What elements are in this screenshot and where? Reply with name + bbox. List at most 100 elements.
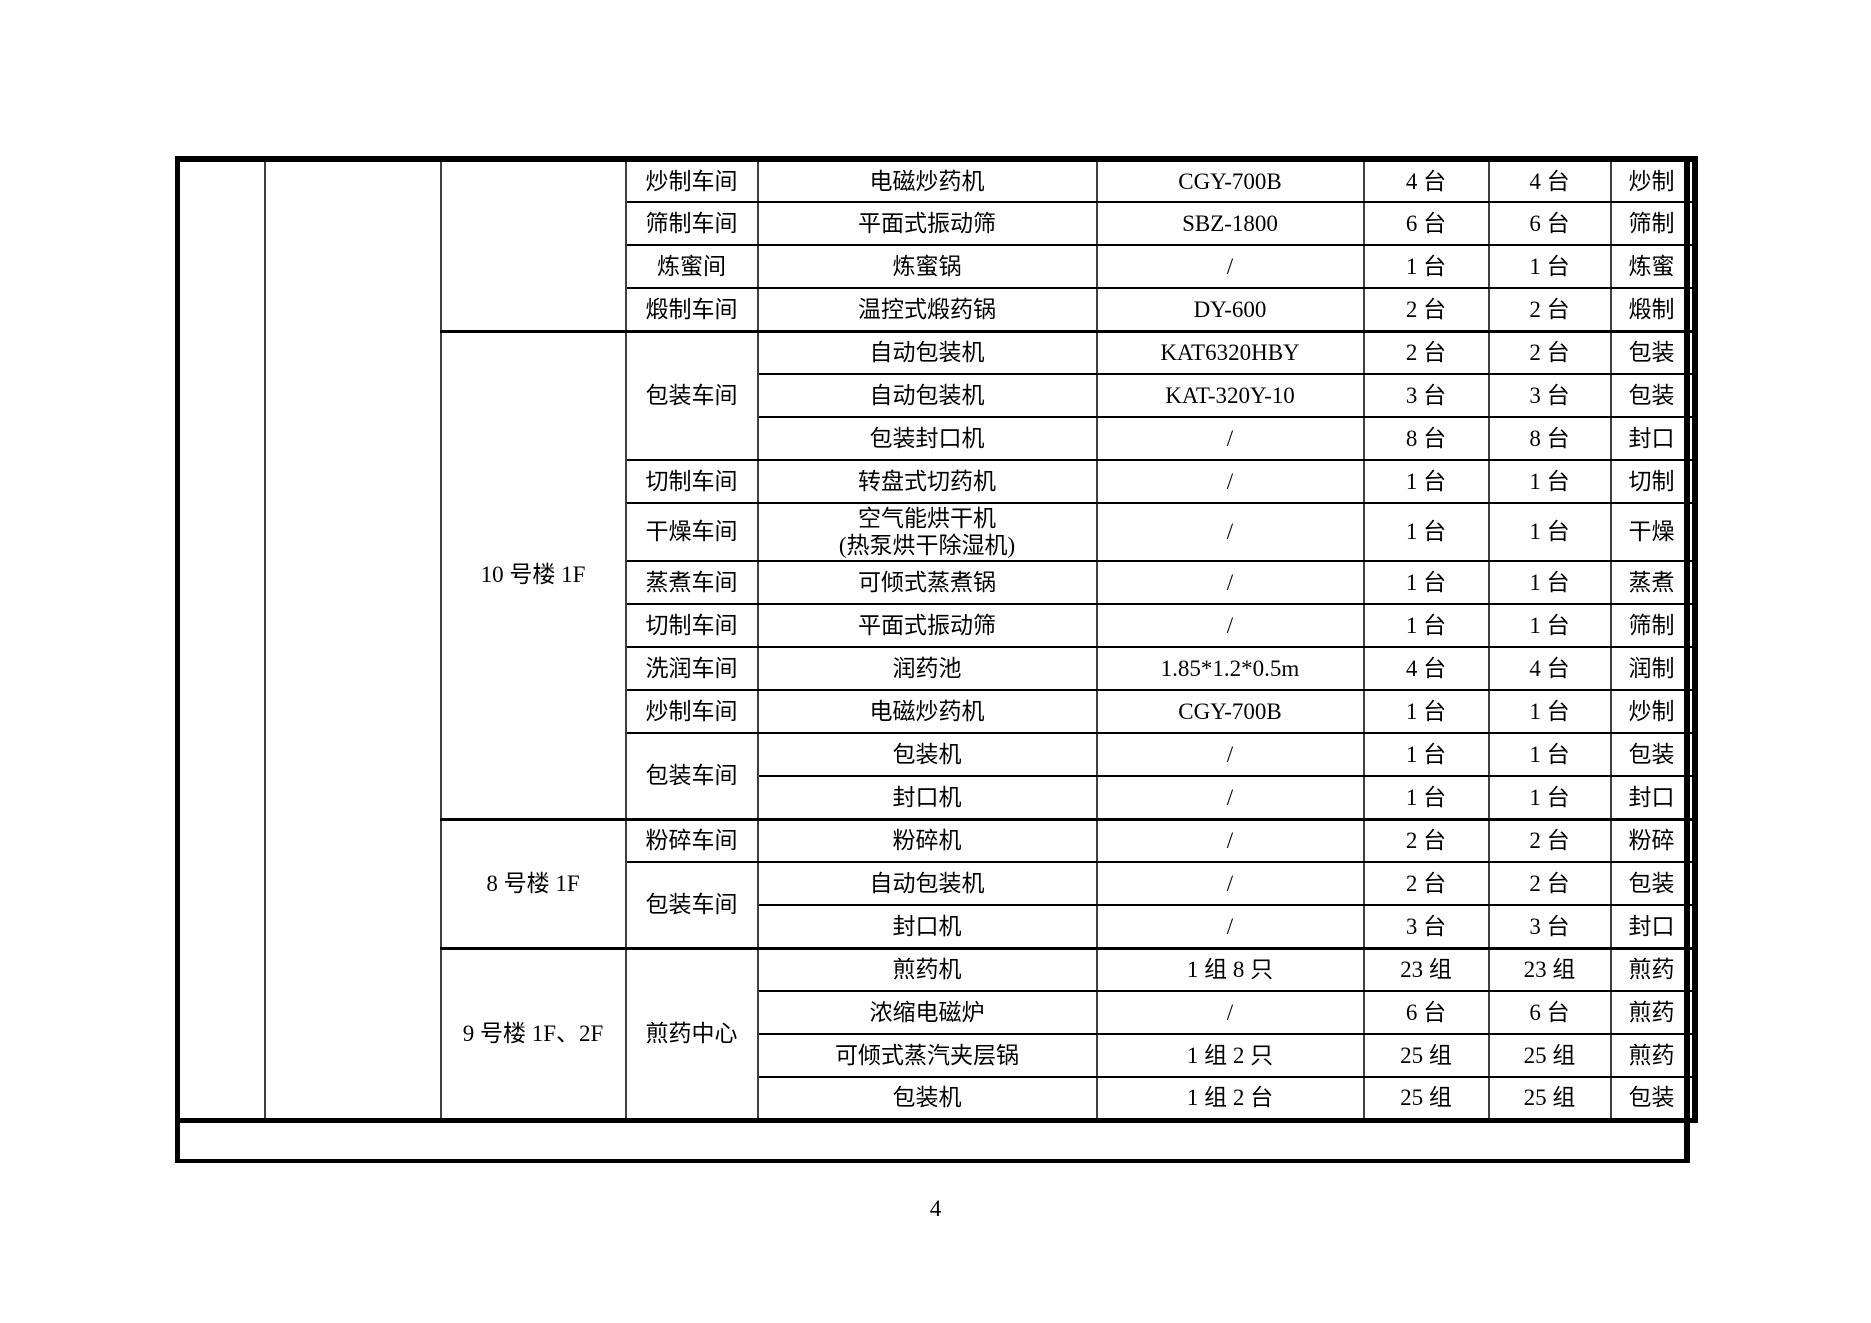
building-cell: 10 号楼 1F xyxy=(439,329,627,820)
building-cell: 8 号楼 1F xyxy=(439,817,627,949)
installed-qty-cell: 1 台 xyxy=(1362,775,1490,820)
process-cell: 包装 xyxy=(1609,373,1696,418)
equipment-cell: 润药池 xyxy=(756,646,1098,691)
operating-qty-cell: 8 台 xyxy=(1487,416,1612,461)
equipment-cell: 自动包装机 xyxy=(756,373,1098,418)
equipment-cell: 平面式振动筛 xyxy=(756,603,1098,648)
model-cell: CGY-700B xyxy=(1095,689,1365,734)
operating-qty-cell: 25 组 xyxy=(1487,1033,1612,1078)
model-cell: / xyxy=(1095,904,1365,949)
installed-qty-cell: 1 台 xyxy=(1362,459,1490,504)
installed-qty-cell: 1 台 xyxy=(1362,502,1490,562)
installed-qty-cell: 1 台 xyxy=(1362,603,1490,648)
process-cell: 煎药 xyxy=(1609,946,1696,992)
workshop-cell: 洗润车间 xyxy=(624,646,759,691)
installed-qty-cell: 1 台 xyxy=(1362,244,1490,289)
model-cell: / xyxy=(1095,502,1365,562)
installed-qty-cell: 2 台 xyxy=(1362,861,1490,906)
installed-qty-cell: 25 组 xyxy=(1362,1033,1490,1078)
operating-qty-cell: 1 台 xyxy=(1487,502,1612,562)
workshop-cell: 炼蜜间 xyxy=(624,244,759,289)
workshop-cell: 炒制车间 xyxy=(624,689,759,734)
process-cell: 蒸煮 xyxy=(1609,560,1696,605)
equipment-cell: 包装机 xyxy=(756,1076,1098,1121)
model-cell: CGY-700B xyxy=(1095,158,1365,203)
operating-qty-cell: 4 台 xyxy=(1487,646,1612,691)
equipment-cell: 包装封口机 xyxy=(756,416,1098,461)
workshop-cell: 炒制车间 xyxy=(624,158,759,203)
equipment-cell: 包装机 xyxy=(756,732,1098,777)
operating-qty-cell: 1 台 xyxy=(1487,732,1612,777)
installed-qty-cell: 1 台 xyxy=(1362,689,1490,734)
building-cell: 9 号楼 1F、2F xyxy=(439,946,627,1121)
equipment-cell: 转盘式切药机 xyxy=(756,459,1098,504)
equipment-cell: 空气能烘干机 (热泵烘干除湿机) xyxy=(756,502,1098,562)
equipment-cell: 电磁炒药机 xyxy=(756,689,1098,734)
process-cell: 包装 xyxy=(1609,1076,1696,1121)
process-cell: 炼蜜 xyxy=(1609,244,1696,289)
model-cell: / xyxy=(1095,416,1365,461)
installed-qty-cell: 3 台 xyxy=(1362,904,1490,949)
installed-qty-cell: 2 台 xyxy=(1362,817,1490,863)
equipment-cell: 可倾式蒸煮锅 xyxy=(756,560,1098,605)
installed-qty-cell: 25 组 xyxy=(1362,1076,1490,1121)
process-cell: 封口 xyxy=(1609,416,1696,461)
spacer-col-2-cell xyxy=(263,158,442,1121)
model-cell: 1.85*1.2*0.5m xyxy=(1095,646,1365,691)
operating-qty-cell: 2 台 xyxy=(1487,329,1612,375)
model-cell: / xyxy=(1095,817,1365,863)
spacer-col-1-cell xyxy=(176,158,266,1121)
equipment-cell: 炼蜜锅 xyxy=(756,244,1098,289)
operating-qty-cell: 2 台 xyxy=(1487,287,1612,332)
operating-qty-cell: 1 台 xyxy=(1487,459,1612,504)
equipment-cell: 平面式振动筛 xyxy=(756,201,1098,246)
model-cell: SBZ-1800 xyxy=(1095,201,1365,246)
process-cell: 炒制 xyxy=(1609,689,1696,734)
operating-qty-cell: 1 台 xyxy=(1487,603,1612,648)
installed-qty-cell: 2 台 xyxy=(1362,329,1490,375)
operating-qty-cell: 1 台 xyxy=(1487,689,1612,734)
process-cell: 封口 xyxy=(1609,775,1696,820)
installed-qty-cell: 6 台 xyxy=(1362,990,1490,1035)
installed-qty-cell: 1 台 xyxy=(1362,732,1490,777)
operating-qty-cell: 6 台 xyxy=(1487,201,1612,246)
equipment-cell: 煎药机 xyxy=(756,946,1098,992)
installed-qty-cell: 8 台 xyxy=(1362,416,1490,461)
equipment-cell: 可倾式蒸汽夹层锅 xyxy=(756,1033,1098,1078)
page-number: 4 xyxy=(929,1196,942,1221)
equipment-cell: 自动包装机 xyxy=(756,861,1098,906)
process-cell: 筛制 xyxy=(1609,201,1696,246)
model-cell: / xyxy=(1095,990,1365,1035)
operating-qty-cell: 3 台 xyxy=(1487,904,1612,949)
installed-qty-cell: 2 台 xyxy=(1362,287,1490,332)
model-cell: / xyxy=(1095,560,1365,605)
installed-qty-cell: 6 台 xyxy=(1362,201,1490,246)
operating-qty-cell: 25 组 xyxy=(1487,1076,1612,1121)
process-cell: 粉碎 xyxy=(1609,817,1696,863)
operating-qty-cell: 2 台 xyxy=(1487,861,1612,906)
process-cell: 煅制 xyxy=(1609,287,1696,332)
installed-qty-cell: 1 台 xyxy=(1362,560,1490,605)
workshop-cell: 包装车间 xyxy=(624,732,759,820)
installed-qty-cell: 23 组 xyxy=(1362,946,1490,992)
installed-qty-cell: 3 台 xyxy=(1362,373,1490,418)
process-cell: 包装 xyxy=(1609,329,1696,375)
operating-qty-cell: 6 台 xyxy=(1487,990,1612,1035)
table-row: 包装机 1 组 2 台 25 组 25 组包装 xyxy=(178,1076,1696,1121)
